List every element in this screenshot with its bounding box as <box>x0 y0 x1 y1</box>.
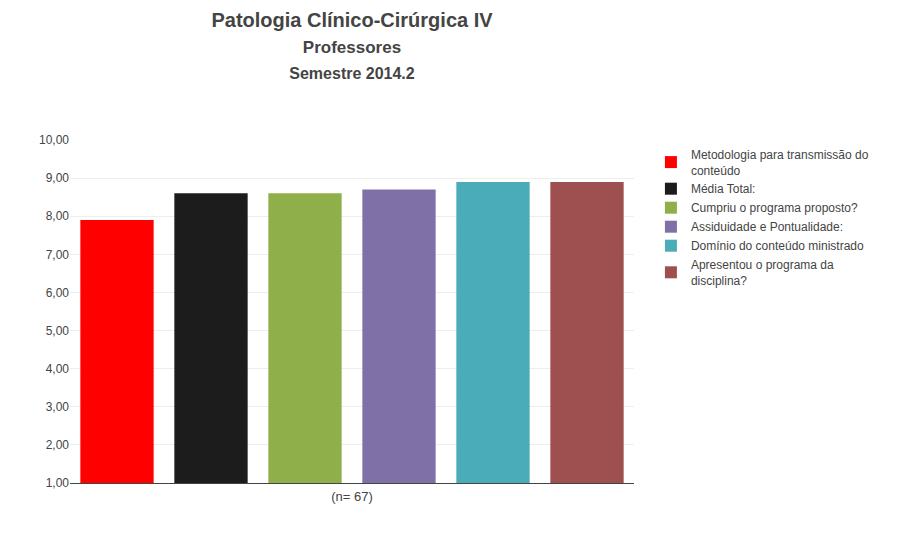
svg-text:Média Total:: Média Total: <box>691 182 755 196</box>
svg-text:Apresentou o programa dadiscip: Apresentou o programa dadisciplina? <box>691 258 834 288</box>
svg-text:7,00: 7,00 <box>46 248 70 262</box>
svg-text:8,00: 8,00 <box>46 209 70 223</box>
svg-text:2,00: 2,00 <box>46 438 70 452</box>
svg-text:6,00: 6,00 <box>46 286 70 300</box>
svg-text:9,00: 9,00 <box>46 171 70 185</box>
svg-text:(n= 67): (n= 67) <box>331 489 373 504</box>
svg-text:Patologia Clínico-Cirúrgica IV: Patologia Clínico-Cirúrgica IVProfessore… <box>211 9 493 82</box>
svg-text:10,00: 10,00 <box>39 133 69 147</box>
svg-text:4,00: 4,00 <box>46 362 70 376</box>
svg-text:Assiduidade e Pontualidade:: Assiduidade e Pontualidade: <box>691 220 843 234</box>
svg-text:3,00: 3,00 <box>46 400 70 414</box>
svg-text:Domínio do conteúdo ministrado: Domínio do conteúdo ministrado <box>691 239 864 253</box>
svg-text:5,00: 5,00 <box>46 324 70 338</box>
svg-text:Metodologia para transmissão d: Metodologia para transmissão doconteúdo <box>691 148 869 178</box>
svg-text:1,00: 1,00 <box>46 476 70 490</box>
svg-text:Cumpriu o programa proposto?: Cumpriu o programa proposto? <box>691 201 858 215</box>
